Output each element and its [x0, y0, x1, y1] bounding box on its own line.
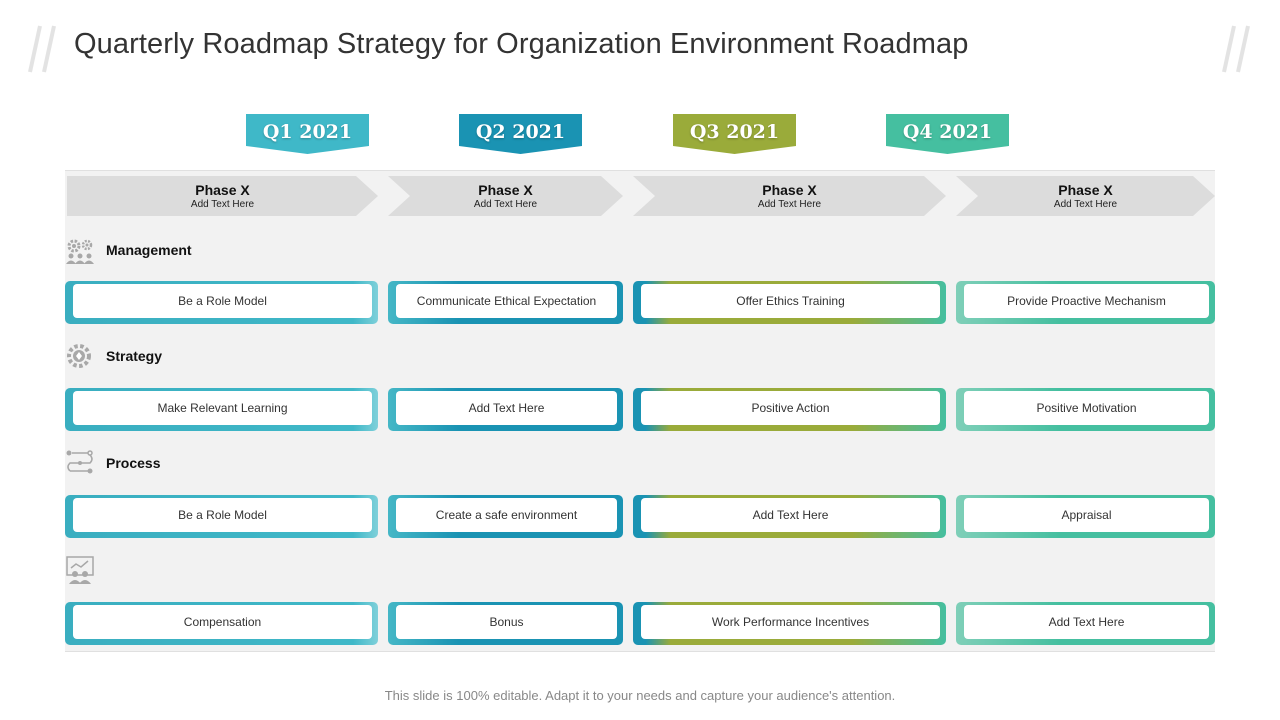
category-label-management: Management [106, 242, 192, 258]
card-text: Create a safe environment [396, 498, 617, 532]
roadmap-card: Communicate Ethical Expectation [388, 281, 623, 324]
roadmap-card: Provide Proactive Mechanism [956, 281, 1215, 324]
phase-subtitle: Add Text Here [757, 199, 822, 210]
phase-title: Phase X [478, 182, 533, 198]
card-text: Be a Role Model [73, 284, 372, 318]
phase-chevron-3: Phase X Add Text Here [633, 176, 946, 216]
card-text: Positive Motivation [964, 391, 1209, 425]
roadmap-card: Appraisal [956, 495, 1215, 538]
phase-subtitle: Add Text Here [190, 199, 255, 210]
card-text: Work Performance Incentives [641, 605, 940, 639]
card-text: Add Text Here [964, 605, 1209, 639]
phase-chevron-2: Phase X Add Text Here [388, 176, 623, 216]
card-text: Offer Ethics Training [641, 284, 940, 318]
roadmap-card: Be a Role Model [65, 495, 378, 538]
quarter-banner-q1: Q1 2021 [246, 114, 369, 154]
page-title: Quarterly Roadmap Strategy for Organizat… [74, 28, 969, 60]
roadmap-card: Compensation [65, 602, 378, 645]
quarter-label: Q2 2021 [475, 121, 566, 143]
card-text: Add Text Here [396, 391, 617, 425]
card-text: Positive Action [641, 391, 940, 425]
decorative-slash-left [28, 25, 56, 73]
phase-title: Phase X [762, 182, 817, 198]
roadmap-card: Positive Motivation [956, 388, 1215, 431]
quarter-label: Q3 2021 [689, 121, 780, 143]
quarter-banner-q2: Q2 2021 [459, 114, 582, 154]
roadmap-card: Work Performance Incentives [633, 602, 946, 645]
roadmap-card: Add Text Here [956, 602, 1215, 645]
presentation-team-icon [66, 556, 94, 584]
roadmap-card: Add Text Here [633, 495, 946, 538]
quarter-banner-q4: Q4 2021 [886, 114, 1009, 154]
phase-subtitle: Add Text Here [1053, 199, 1118, 210]
category-label-process: Process [106, 455, 161, 471]
roadmap-card: Offer Ethics Training [633, 281, 946, 324]
quarter-label: Q1 2021 [262, 121, 353, 143]
roadmap-card: Make Relevant Learning [65, 388, 378, 431]
card-text: Appraisal [964, 498, 1209, 532]
roadmap-card: Be a Role Model [65, 281, 378, 324]
category-label-strategy: Strategy [106, 348, 163, 364]
gear-strategy-icon [67, 344, 91, 368]
card-text: Communicate Ethical Expectation [396, 284, 617, 318]
quarter-banner-q3: Q3 2021 [673, 114, 796, 154]
roadmap-card: Add Text Here [388, 388, 623, 431]
phase-title: Phase X [195, 182, 250, 198]
quarter-label: Q4 2021 [902, 121, 993, 143]
card-text: Add Text Here [641, 498, 940, 532]
roadmap-card: Create a safe environment [388, 495, 623, 538]
card-text: Provide Proactive Mechanism [964, 284, 1209, 318]
process-flow-icon [66, 450, 93, 474]
phase-chevron-1: Phase X Add Text Here [67, 176, 378, 216]
phase-subtitle: Add Text Here [473, 199, 538, 210]
card-text: Be a Role Model [73, 498, 372, 532]
decorative-slash-right [1222, 25, 1250, 73]
phase-chevron-4: Phase X Add Text Here [956, 176, 1215, 216]
roadmap-card: Bonus [388, 602, 623, 645]
phase-title: Phase X [1058, 182, 1113, 198]
card-text: Make Relevant Learning [73, 391, 372, 425]
roadmap-card: Positive Action [633, 388, 946, 431]
card-text: Compensation [73, 605, 372, 639]
gears-people-icon [66, 239, 94, 264]
card-text: Bonus [396, 605, 617, 639]
footer-note: This slide is 100% editable. Adapt it to… [384, 688, 896, 703]
